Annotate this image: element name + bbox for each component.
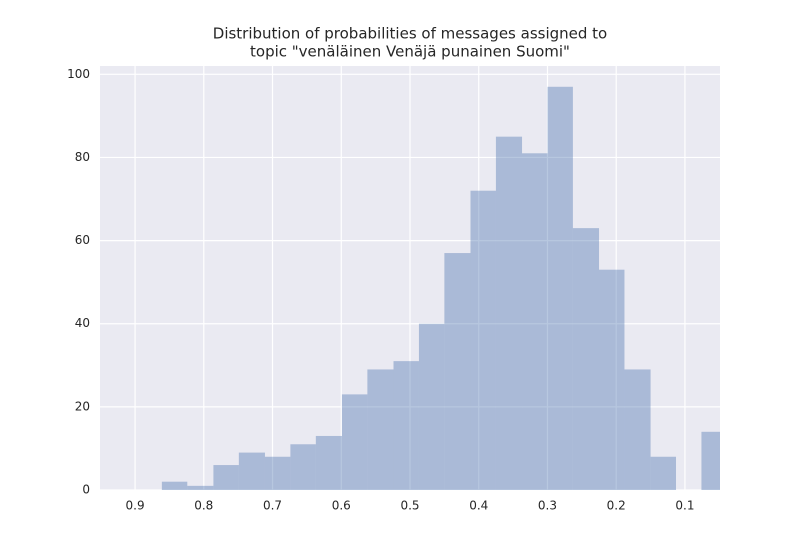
bar [161, 481, 188, 490]
x-tick-label: 0.6 [332, 499, 351, 513]
x-tick-label: 0.5 [400, 499, 419, 513]
x-tick-label: 0.9 [126, 499, 145, 513]
bar [341, 394, 368, 490]
bar [187, 485, 214, 490]
y-tick-label: 80 [75, 150, 90, 164]
x-tick-label: 0.2 [607, 499, 626, 513]
bar [470, 190, 496, 490]
y-tick-label: 60 [75, 233, 90, 247]
bar [572, 228, 600, 490]
bar [213, 465, 239, 490]
bars [161, 86, 720, 490]
bar [624, 369, 651, 490]
y-tick-label: 0 [82, 483, 90, 497]
bar [599, 269, 625, 490]
chart-title: topic "venäläinen Venäjä punainen Suomi" [250, 43, 570, 61]
x-tick-label: 0.3 [538, 499, 557, 513]
bar [418, 323, 445, 490]
x-tick-label: 0.1 [675, 499, 694, 513]
bar [315, 435, 342, 490]
bar [393, 361, 419, 490]
bar [367, 369, 394, 490]
bar [701, 431, 720, 490]
y-tick-label: 40 [75, 316, 90, 330]
bar [238, 452, 265, 490]
bar [264, 456, 291, 490]
bar [444, 253, 471, 490]
bar [290, 444, 316, 490]
grid [100, 66, 720, 491]
bar [650, 456, 677, 490]
y-tick-label: 20 [75, 399, 90, 413]
bar [547, 86, 573, 490]
bar [495, 136, 523, 490]
y-tick-label: 100 [67, 67, 90, 81]
x-tick-label: 0.7 [263, 499, 282, 513]
x-tick-label: 0.4 [469, 499, 488, 513]
x-tick-label: 0.8 [194, 499, 213, 513]
bar [522, 153, 548, 490]
chart-title: Distribution of probabilities of message… [213, 25, 607, 43]
